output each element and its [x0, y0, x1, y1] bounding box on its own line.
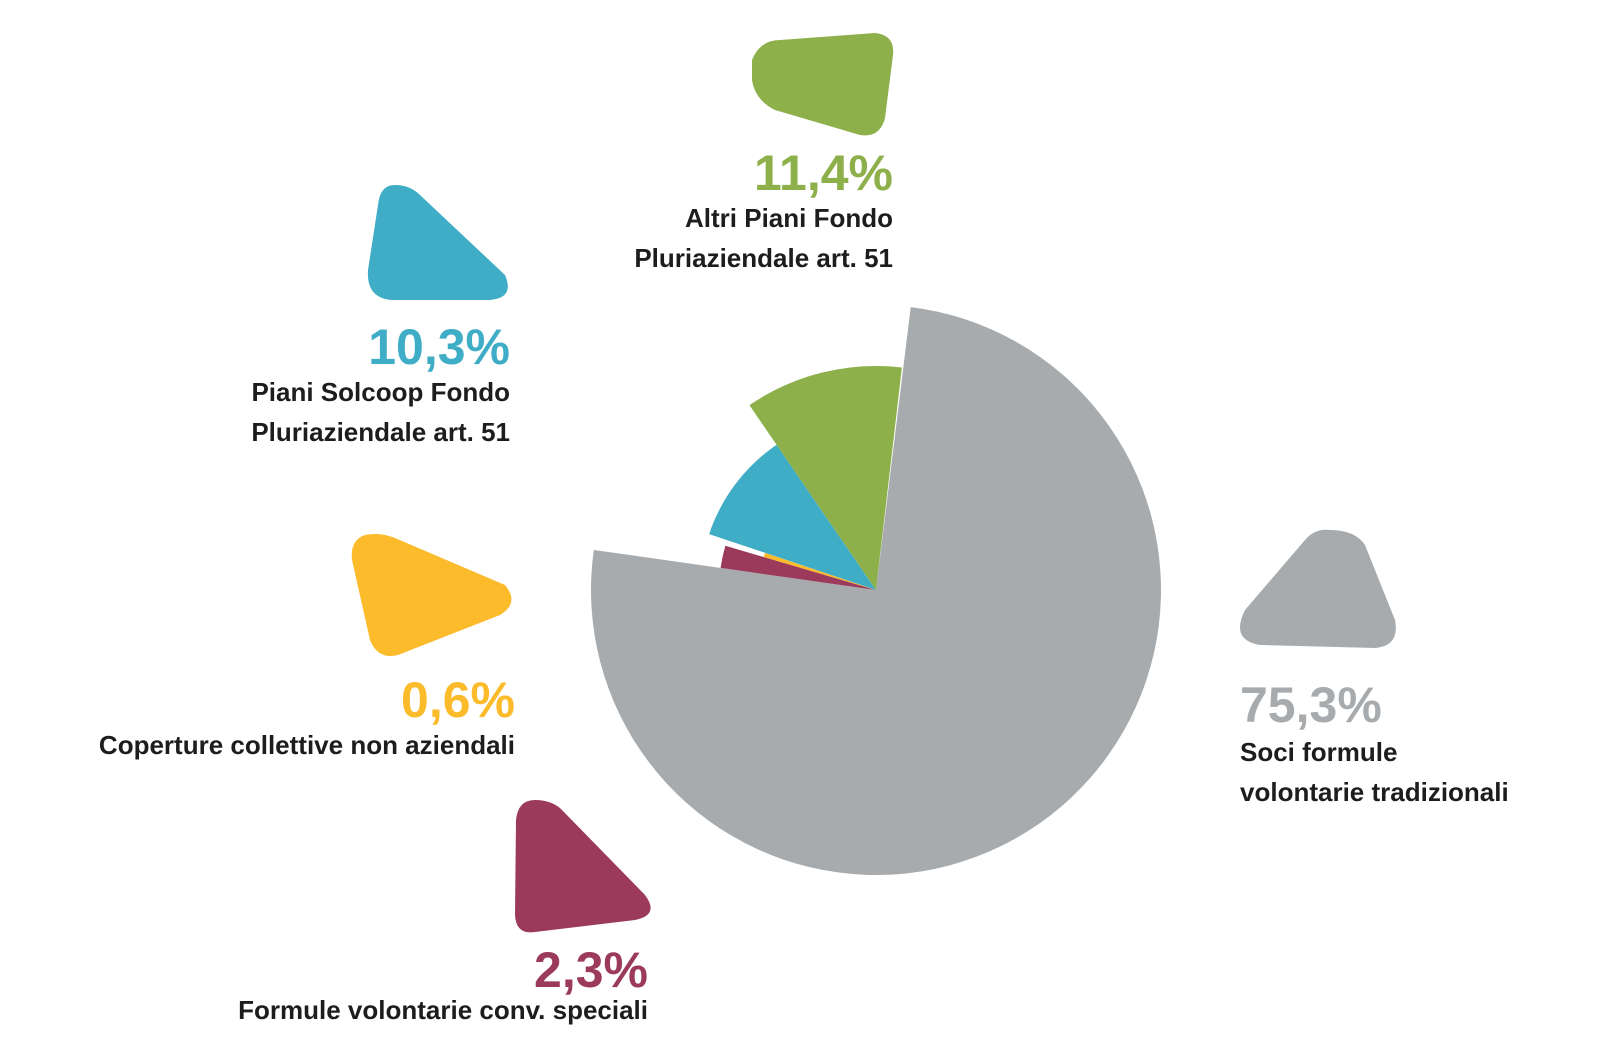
category-label: Formule volontarie conv. speciali	[238, 995, 648, 1025]
slice	[591, 307, 1162, 875]
value-label: 0,6%	[401, 672, 515, 728]
value-label: 75,3%	[1240, 677, 1382, 733]
category-label: Coperture collettive non aziendali	[98, 730, 515, 760]
category-label: Soci formule volontarie tradizionali	[1240, 737, 1509, 807]
icon-green	[752, 33, 894, 136]
icon-maroon	[515, 800, 651, 933]
slice	[749, 366, 902, 590]
slice	[709, 444, 876, 590]
slice	[763, 552, 876, 590]
category-label: Altri Piani Fondo Pluriaziendale art. 51	[634, 203, 893, 273]
value-label: 11,4%	[753, 145, 893, 201]
icons	[351, 33, 1396, 933]
icon-yellow	[351, 534, 512, 656]
value-label: 2,3%	[534, 942, 648, 998]
category-label: Piani Solcoop Fondo Pluriaziendale art. …	[251, 377, 510, 447]
icon-gray	[1240, 529, 1396, 648]
icon-blue	[367, 185, 508, 300]
slice	[720, 545, 876, 590]
value-label: 10,3%	[368, 319, 510, 375]
